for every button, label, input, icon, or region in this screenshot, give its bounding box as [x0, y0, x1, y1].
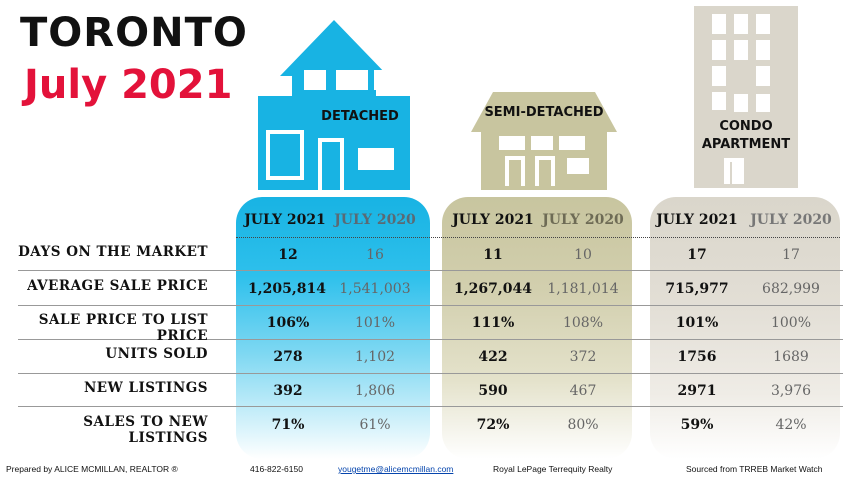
row-divider	[18, 305, 843, 306]
condo-2020-value: 100%	[770, 315, 812, 331]
detached-2021-value: 1,205,814	[248, 281, 326, 297]
row-label-sales-to-new-listings: SALES TO NEW LISTINGS	[83, 414, 208, 446]
condo-2021-value: 17	[687, 247, 707, 263]
detached-header-2021: JULY 2021	[244, 212, 326, 228]
condo-header-2021: JULY 2021	[656, 212, 738, 228]
prepared-by-text: Prepared by ALICE MCMILLAN, REALTOR ®	[6, 464, 178, 474]
condo-2020-value: 3,976	[770, 383, 812, 399]
detached-2021-value: 12	[278, 247, 298, 263]
condo-2020-value: 1689	[773, 349, 809, 365]
condo-2021-value: 2971	[677, 383, 717, 399]
detached-2020-value: 61%	[359, 417, 391, 433]
semi-2020-value: 80%	[567, 417, 599, 433]
condo-2021-value: 1756	[677, 349, 717, 365]
condo-header-2020: JULY 2020	[750, 212, 832, 228]
semi-2020-value: 10	[574, 247, 592, 263]
city-title: TORONTO	[20, 10, 248, 56]
brokerage-name: Royal LePage Terrequity Realty	[493, 464, 613, 474]
semi-header-2020: JULY 2020	[542, 212, 624, 228]
row-divider	[18, 373, 843, 374]
period-title: July 2021	[24, 62, 233, 108]
semi-2021-value: 11	[483, 247, 503, 263]
row-divider	[18, 406, 843, 407]
semi-2020-value: 372	[569, 349, 597, 365]
email-link[interactable]: yougetme@alicemcmillan.com	[338, 464, 454, 474]
row-divider	[18, 270, 843, 271]
condo-2020-value: 17	[782, 247, 800, 263]
condo-2021-value: 101%	[675, 315, 719, 331]
condo-label-line2: APARTMENT	[701, 137, 791, 152]
detached-header-2020: JULY 2020	[334, 212, 416, 228]
row-label-days-on-market: DAYS ON THE MARKET	[18, 244, 208, 260]
semi-2021-value: 1,267,044	[454, 281, 532, 297]
detached-2020-value: 1,541,003	[339, 281, 411, 297]
detached-label: DETACHED	[321, 109, 399, 124]
row-label-sale-price-to-list: SALE PRICE TO LIST PRICE	[38, 312, 208, 344]
row-label-average-sale-price: AVERAGE SALE PRICE	[27, 278, 208, 294]
detached-2020-value: 101%	[354, 315, 396, 331]
condo-2021-value: 59%	[680, 417, 714, 433]
detached-column	[236, 197, 430, 459]
detached-2021-value: 392	[273, 383, 303, 399]
semi-2021-value: 111%	[471, 315, 515, 331]
semi-2020-value: 108%	[562, 315, 604, 331]
phone-number: 416-822-6150	[250, 464, 303, 474]
condo-2021-value: 715,977	[665, 281, 729, 297]
semi-detached-label: SEMI-DETACHED	[484, 105, 604, 120]
semi-2021-value: 422	[478, 349, 508, 365]
row-divider	[18, 339, 843, 340]
detached-2021-value: 71%	[271, 417, 305, 433]
semi-2021-value: 590	[478, 383, 508, 399]
condo-2020-value: 682,999	[762, 281, 820, 297]
condo-building-icon	[694, 6, 798, 188]
detached-2020-value: 1,806	[354, 383, 396, 399]
semi-2020-value: 467	[569, 383, 597, 399]
detached-2021-value: 106%	[266, 315, 310, 331]
semi-detached-column	[442, 197, 632, 459]
condo-2020-value: 42%	[775, 417, 807, 433]
detached-2021-value: 278	[273, 349, 303, 365]
detached-house-icon	[258, 20, 410, 190]
semi-2020-value: 1,181,014	[547, 281, 619, 297]
semi-detached-house-icon	[471, 92, 617, 190]
semi-2021-value: 72%	[476, 417, 510, 433]
condo-label-line1: CONDO	[719, 119, 773, 134]
condo-column	[650, 197, 840, 459]
detached-2020-value: 1,102	[354, 349, 396, 365]
semi-header-2021: JULY 2021	[452, 212, 534, 228]
row-label-new-listings: NEW LISTINGS	[83, 380, 208, 396]
header-divider	[236, 237, 840, 238]
detached-2020-value: 16	[366, 247, 384, 263]
source-text: Sourced from TRREB Market Watch	[686, 464, 823, 474]
row-label-units-sold: UNITS SOLD	[105, 346, 208, 362]
